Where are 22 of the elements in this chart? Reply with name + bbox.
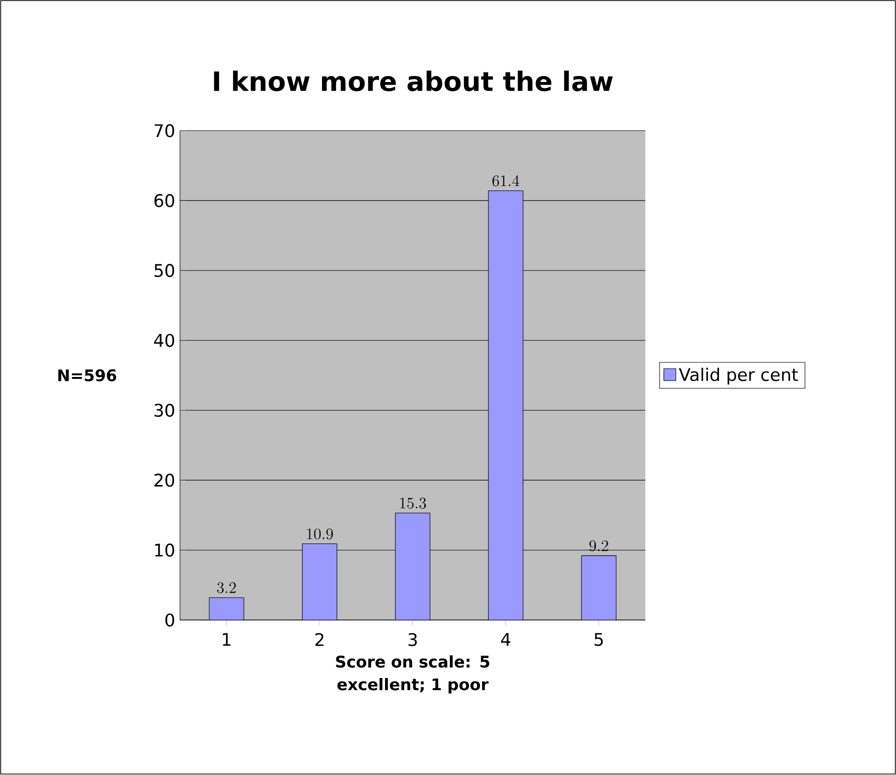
data-label: 10.9 [307, 528, 333, 540]
chart-title: I know more about the law [214, 70, 613, 92]
y-tick-label: 10 [155, 544, 174, 557]
data-label: 15.3 [400, 498, 426, 509]
y-tick-label: 20 [154, 474, 174, 487]
y-tick-label: 40 [154, 334, 174, 348]
data-label: 61 .4 [492, 175, 520, 187]
y-tick-label: 50 [154, 264, 174, 278]
data-label: 3.2 [217, 582, 236, 594]
x-tick-label: 5 [594, 633, 603, 646]
x-tick-label: 1 [222, 633, 230, 646]
y-tick-label: 30 [154, 404, 174, 418]
y-tick-label: 70 [154, 124, 174, 138]
legend-label: Valid per cent [678, 368, 798, 385]
y-tick-label: 0 [165, 614, 174, 627]
data-label: 9.2 [589, 540, 608, 552]
x-tick-label: 3 [408, 633, 417, 646]
x-axis-title: Score on scale: 5 excellent; 1 poor [336, 656, 490, 694]
y-axis-title: N=596 [58, 369, 116, 382]
x-tick-label: 4 [501, 633, 510, 646]
x-tick-label: 2 [315, 633, 324, 646]
y-tick-label: 60 [154, 194, 174, 208]
